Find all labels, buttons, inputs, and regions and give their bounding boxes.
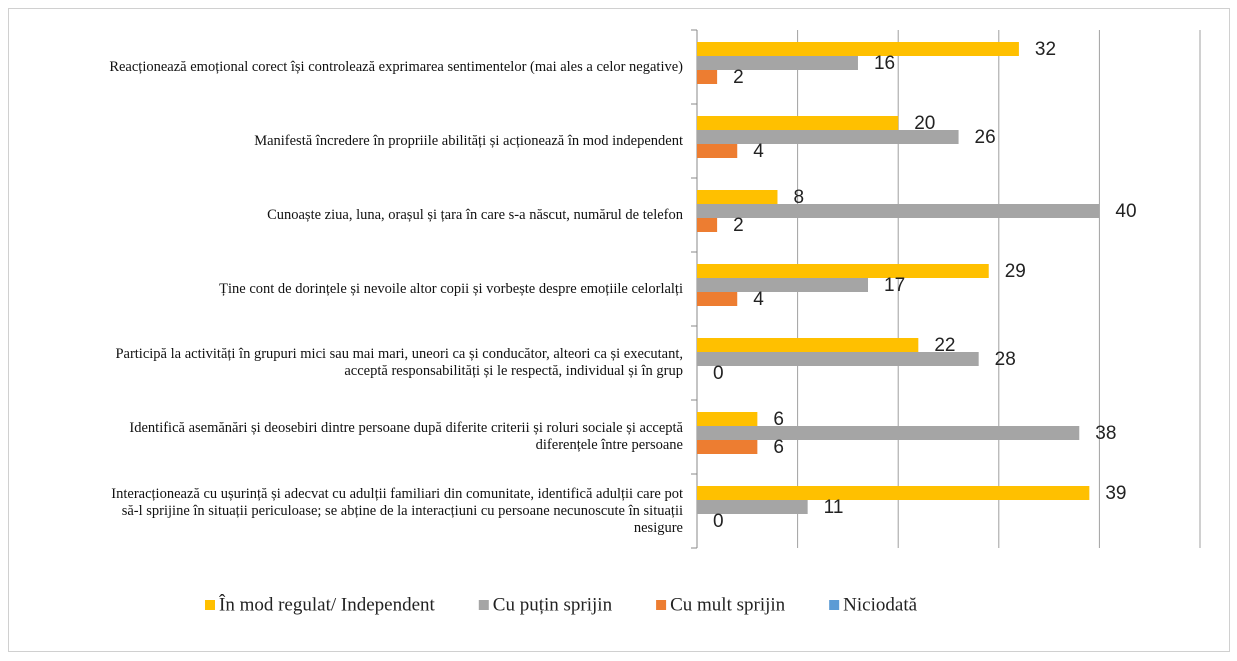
value-label: 0 [713,363,724,384]
value-label: 40 [1115,201,1136,222]
value-label: 20 [914,113,935,134]
category-text: Manifestă încredere în propriile abilită… [254,132,683,149]
legend-swatch [478,600,489,610]
category-label: Identifică asemănări și deosebiri dintre… [100,402,683,472]
category-text: Identifică asemănări și deosebiri dintre… [129,420,683,453]
category-label: Interacționează cu ușurință și adecvat c… [100,476,683,546]
value-label: 8 [793,187,804,208]
bar [697,278,869,292]
value-label: 2 [733,67,744,88]
category-text: Ține cont de dorințele și nevoile altor … [219,280,683,297]
value-label: 28 [995,349,1016,370]
category-label: Participă la activități în grupuri mici … [100,328,683,398]
bar [697,292,738,306]
bar [697,70,718,84]
legend-swatch [205,600,215,610]
bar [697,218,718,232]
value-label: 29 [1005,261,1026,282]
legend-label: Niciodată [843,594,917,615]
category-label: Reacționează emoțional corect își contro… [100,32,683,102]
value-label: 38 [1095,423,1116,444]
value-label: 2 [733,215,744,236]
bar [697,144,738,158]
value-label: 4 [753,289,764,310]
category-label: Ține cont de dorințele și nevoile altor … [100,254,683,324]
legend-swatch [656,600,667,610]
category-label: Cunoaște ziua, luna, orașul și țara în c… [100,180,683,250]
bar [697,412,758,426]
bar [697,42,1019,56]
legend-label: Cu mult sprijin [670,594,786,615]
bar [697,264,989,278]
value-label: 22 [934,335,955,356]
category-text: Interacționează cu ușurință și adecvat c… [111,485,683,536]
bar [697,426,1080,440]
category-text: Reacționează emoțional corect își contro… [109,58,683,75]
bar [697,338,919,352]
value-label: 39 [1105,483,1126,504]
legend-label: În mod regulat/ Independent [219,593,436,615]
bar [697,500,808,514]
value-label: 4 [753,141,764,162]
category-text: Cunoaște ziua, luna, orașul și țara în c… [267,206,683,223]
bar [697,204,1100,218]
bar [697,190,778,204]
legend-label: Cu puțin sprijin [493,594,613,615]
bar [697,56,858,70]
category-label: Manifestă încredere în propriile abilită… [100,106,683,176]
bar [697,352,979,366]
value-label: 11 [824,497,844,518]
value-label: 6 [773,409,784,430]
value-label: 6 [773,437,784,458]
chart-border [8,8,1230,652]
bar [697,116,899,130]
value-label: 26 [975,127,996,148]
value-label: 17 [884,275,905,296]
bar [697,130,959,144]
value-label: 0 [713,511,724,532]
value-label: 32 [1035,39,1056,60]
bar [697,440,758,454]
category-text: Participă la activități în grupuri mici … [115,346,683,379]
value-label: 16 [874,53,895,74]
bar [697,486,1090,500]
legend-swatch [829,600,840,610]
